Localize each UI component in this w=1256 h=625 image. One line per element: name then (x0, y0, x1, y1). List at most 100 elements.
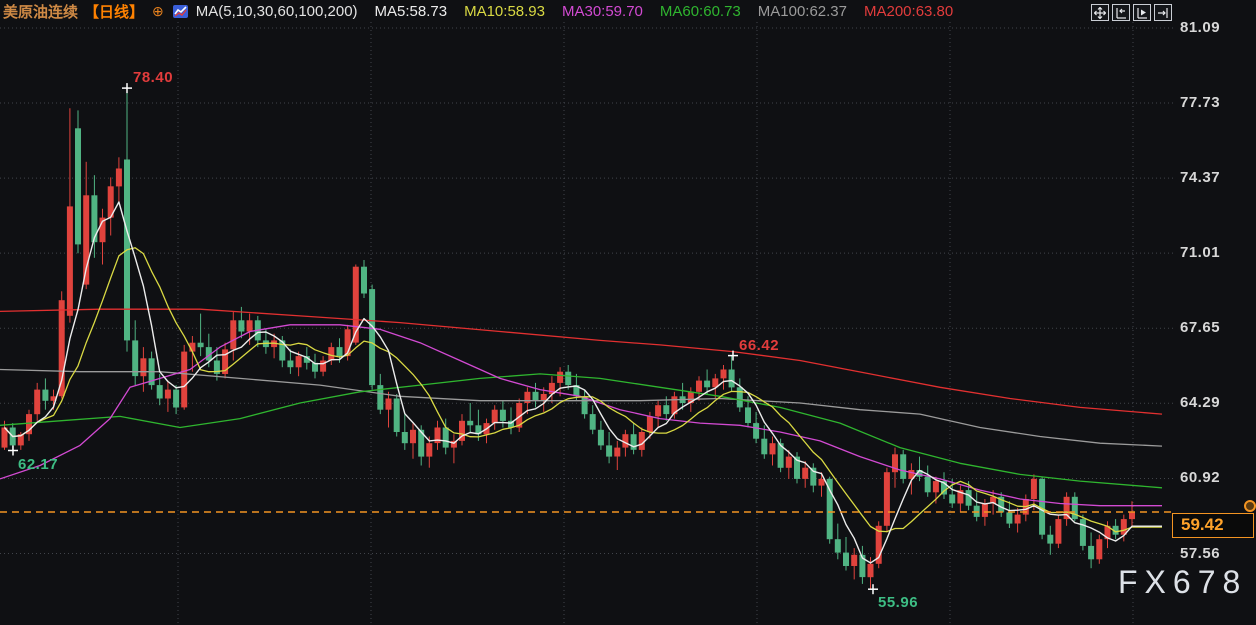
candle[interactable] (720, 365, 727, 390)
candle[interactable] (132, 320, 139, 386)
candle[interactable] (1047, 525, 1054, 555)
candle[interactable] (254, 315, 261, 348)
candle[interactable] (941, 472, 947, 499)
candle[interactable] (140, 347, 147, 392)
candle[interactable] (859, 545, 866, 584)
candle[interactable] (410, 423, 416, 459)
candle[interactable] (957, 485, 964, 513)
candle[interactable] (361, 260, 367, 298)
candle[interactable] (540, 387, 547, 412)
candle[interactable] (949, 478, 956, 508)
candle[interactable] (1120, 514, 1127, 542)
candle[interactable] (1, 420, 8, 450)
candle[interactable] (1071, 492, 1078, 522)
candle[interactable] (777, 438, 784, 473)
candle[interactable] (164, 380, 171, 412)
candle[interactable] (475, 409, 482, 441)
candle[interactable] (499, 400, 506, 428)
candle[interactable] (834, 523, 841, 560)
candle[interactable] (614, 440, 621, 470)
candle[interactable] (491, 405, 498, 430)
candle[interactable] (393, 394, 400, 437)
candle[interactable] (924, 465, 931, 497)
candle[interactable] (589, 405, 596, 435)
candle[interactable] (851, 548, 858, 580)
candle[interactable] (459, 414, 465, 446)
candle[interactable] (312, 353, 318, 379)
candle[interactable] (565, 365, 572, 390)
candle[interactable] (320, 356, 327, 377)
candle[interactable] (1006, 501, 1013, 528)
candle[interactable] (1055, 514, 1062, 549)
candle[interactable] (1014, 507, 1021, 533)
candle[interactable] (516, 398, 523, 433)
candle[interactable] (704, 369, 711, 395)
candle[interactable] (148, 351, 155, 390)
candle[interactable] (450, 434, 457, 464)
range-end-icon[interactable] (1154, 4, 1172, 21)
candle[interactable] (883, 467, 890, 533)
candle[interactable] (728, 355, 735, 392)
candle[interactable] (124, 88, 130, 352)
candle[interactable] (287, 349, 294, 374)
candle[interactable] (581, 389, 588, 419)
candle[interactable] (761, 425, 768, 459)
pan-icon[interactable] (1091, 4, 1109, 21)
candle[interactable] (630, 423, 637, 455)
candle[interactable] (369, 284, 376, 390)
candle[interactable] (998, 492, 1005, 517)
candle[interactable] (189, 336, 196, 372)
candle[interactable] (769, 436, 776, 466)
candle[interactable] (606, 432, 613, 464)
candle[interactable] (222, 342, 229, 379)
candle[interactable] (107, 177, 114, 236)
candle[interactable] (875, 521, 882, 569)
candle[interactable] (467, 403, 474, 432)
candle[interactable] (671, 391, 678, 419)
candle[interactable] (230, 311, 237, 361)
current-price-tag[interactable]: 59.42 (1172, 512, 1254, 538)
candle[interactable] (818, 472, 825, 497)
candle[interactable] (181, 344, 188, 410)
candle[interactable] (197, 313, 204, 357)
candle[interactable] (442, 418, 449, 455)
candle[interactable] (508, 407, 514, 435)
candle[interactable] (597, 420, 604, 450)
candle[interactable] (75, 110, 81, 254)
candle[interactable] (908, 463, 915, 495)
candle[interactable] (736, 378, 743, 412)
candle[interactable] (1096, 534, 1103, 564)
candle[interactable] (115, 157, 122, 205)
candle[interactable] (401, 414, 408, 450)
candle[interactable] (99, 208, 106, 265)
candle[interactable] (973, 492, 980, 522)
candle[interactable] (1063, 492, 1070, 526)
candle[interactable] (900, 449, 907, 484)
period-label[interactable]: 【日线】 (84, 3, 145, 21)
candle[interactable] (638, 427, 645, 457)
candle[interactable] (426, 436, 433, 468)
candle[interactable] (213, 347, 220, 381)
candle[interactable] (42, 378, 49, 410)
candle[interactable] (1112, 519, 1119, 540)
candle[interactable] (802, 461, 809, 488)
candle[interactable] (34, 382, 41, 421)
candle[interactable] (843, 537, 849, 571)
candle[interactable] (26, 409, 32, 441)
candle[interactable] (916, 456, 923, 482)
candle[interactable] (785, 449, 792, 479)
candle[interactable] (557, 367, 564, 397)
candle[interactable] (1088, 532, 1095, 569)
candle[interactable] (303, 347, 310, 370)
candle[interactable] (1129, 501, 1135, 526)
candle[interactable] (548, 376, 555, 403)
candle[interactable] (91, 175, 98, 258)
candle[interactable] (385, 391, 392, 428)
candle[interactable] (295, 351, 302, 377)
candle[interactable] (712, 373, 719, 399)
candle[interactable] (434, 420, 441, 450)
candle[interactable] (826, 476, 833, 544)
candle[interactable] (328, 342, 335, 365)
candle[interactable] (173, 385, 180, 415)
